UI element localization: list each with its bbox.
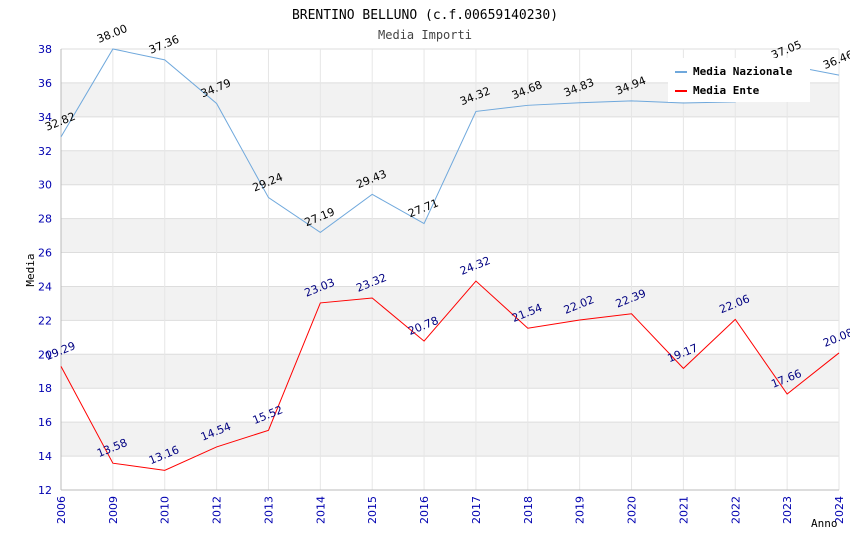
x-tick-label: 2017 [470, 496, 483, 524]
data-label-nazionale: 38.00 [95, 22, 129, 46]
x-axis-label: Anno [811, 517, 838, 530]
x-tick-label: 2009 [107, 496, 120, 524]
x-tick-label: 2013 [262, 496, 275, 524]
legend-label-ente: Media Ente [693, 84, 760, 97]
grid-band [61, 354, 839, 389]
x-tick-label: 2012 [211, 496, 224, 524]
data-label-ente: 20.08 [821, 326, 850, 350]
data-label-nazionale: 36.46 [821, 48, 850, 72]
y-tick-label: 26 [38, 247, 52, 260]
x-tick-label: 2020 [626, 496, 639, 524]
y-tick-label: 20 [38, 348, 52, 361]
legend: Media Nazionale Media Ente [668, 58, 810, 102]
legend-box [668, 58, 810, 102]
data-label-ente: 24.32 [458, 254, 492, 278]
data-label-nazionale: 27.71 [406, 196, 440, 220]
y-tick-label: 38 [38, 43, 52, 56]
series-line-ente [60, 280, 840, 471]
y-tick-label: 30 [38, 179, 52, 192]
y-tick-label: 32 [38, 145, 52, 158]
y-tick-label: 36 [38, 77, 52, 90]
x-tick-label: 2016 [418, 496, 431, 524]
x-tick-label: 2014 [314, 496, 327, 524]
chart-title: BRENTINO BELLUNO (c.f.00659140230) [292, 8, 558, 23]
y-tick-label: 12 [38, 484, 52, 497]
series-line-nazionale [60, 48, 840, 233]
grid-band [61, 422, 839, 457]
x-tick-label: 2019 [574, 496, 587, 524]
x-tick-label: 2022 [729, 496, 742, 524]
x-tick-label: 2015 [366, 496, 379, 524]
x-tick-label: 2018 [522, 496, 535, 524]
y-tick-label: 34 [38, 111, 52, 124]
legend-label-nazionale: Media Nazionale [693, 65, 793, 78]
chart-subtitle: Media Importi [378, 28, 472, 42]
y-tick-label: 16 [38, 416, 52, 429]
x-tick-label: 2024 [833, 496, 846, 524]
y-tick-label: 22 [38, 314, 52, 327]
y-axis-label: Media [24, 253, 37, 286]
y-tick-label: 18 [38, 382, 52, 395]
grid-band [61, 218, 839, 253]
grid-band [61, 286, 839, 321]
y-tick-label: 28 [38, 213, 52, 226]
x-tick-label: 2021 [677, 496, 690, 524]
x-tick-label: 2006 [55, 496, 68, 524]
data-label-nazionale: 37.36 [147, 33, 181, 57]
x-tick-label: 2010 [159, 496, 172, 524]
y-tick-label: 24 [38, 280, 52, 293]
y-tick-label: 14 [38, 450, 52, 463]
x-tick-label: 2023 [781, 496, 794, 524]
